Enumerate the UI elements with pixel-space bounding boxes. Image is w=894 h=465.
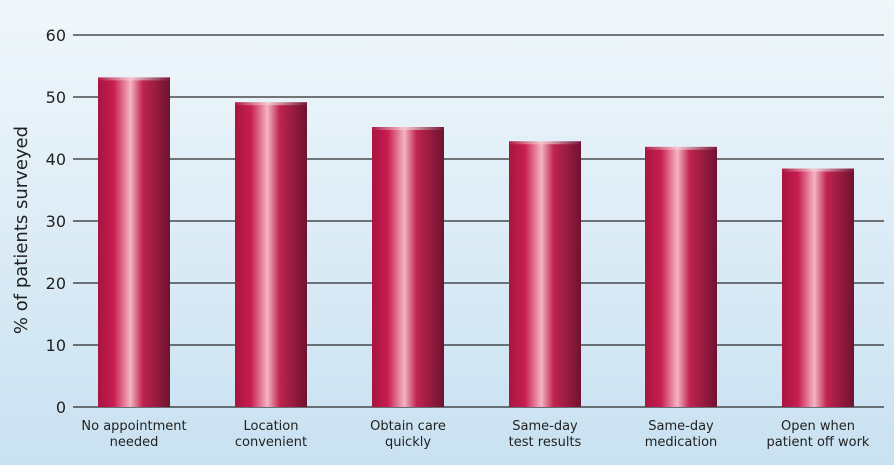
y-tick-label: 30	[46, 212, 66, 231]
x-category-label: Obtain care quickly	[370, 419, 446, 450]
bar-cap-0	[98, 77, 170, 81]
x-category-label-line: Open when	[781, 419, 855, 434]
y-axis-title: % of patients surveyed	[11, 126, 32, 334]
bar-1	[235, 103, 307, 407]
x-category-label-line: Location	[244, 419, 299, 434]
x-category-label-line: test results	[509, 435, 582, 450]
x-category-label: Location convenient	[235, 419, 307, 450]
x-category-label-line: Same-day	[512, 419, 578, 434]
x-category-label-line: medication	[645, 435, 718, 450]
bar-cap-2	[372, 127, 444, 130]
x-category-label-line: No appointment	[81, 419, 186, 434]
x-category-label-line: Same-day	[648, 419, 714, 434]
bar-5	[782, 169, 854, 407]
x-category-label: No appointment needed	[81, 419, 186, 450]
bar-cap-3	[509, 141, 581, 145]
x-category-label-line: Obtain care	[370, 419, 446, 434]
x-category-label-line: needed	[110, 435, 159, 450]
x-category-label-line: patient off work	[767, 435, 870, 450]
bar-cap-4	[645, 146, 717, 150]
bar-4	[645, 147, 717, 407]
y-tick-label: 10	[46, 336, 66, 355]
y-tick-label: 40	[46, 150, 66, 169]
bar-0	[98, 78, 170, 408]
y-tick-label: 60	[46, 26, 66, 45]
bar-2	[372, 128, 444, 407]
bar-cap-1	[235, 102, 307, 106]
x-category-label-line: convenient	[235, 435, 307, 450]
bar-3	[509, 142, 581, 407]
bar-cap-5	[782, 168, 854, 172]
y-tick-label: 50	[46, 88, 66, 107]
x-category-label: Same-day medication	[645, 419, 718, 450]
x-category-label: Same-day test results	[509, 419, 582, 450]
x-category-label: Open when patient off work	[767, 419, 870, 450]
x-category-label-line: quickly	[385, 435, 431, 450]
y-tick-label: 20	[46, 274, 66, 293]
y-tick-label: 0	[56, 398, 66, 417]
